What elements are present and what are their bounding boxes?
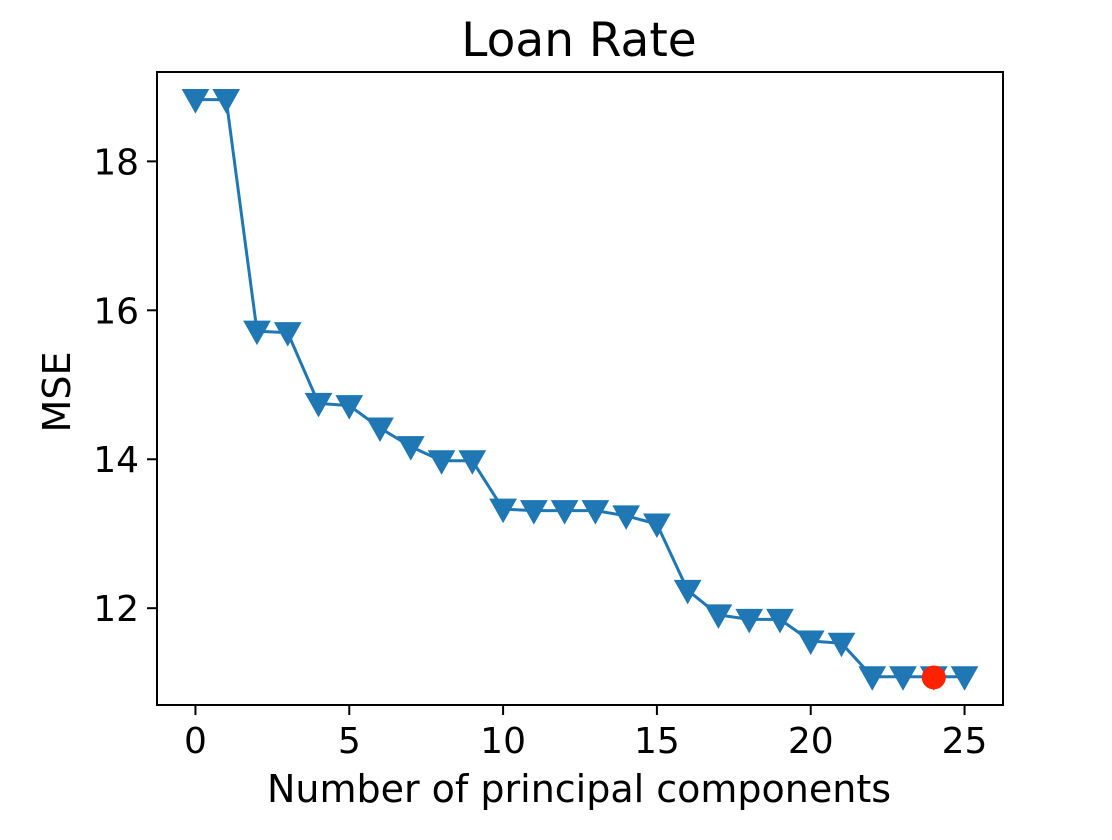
y-axis-ticks: 12 14 16 18 (93, 142, 157, 630)
y-tick-label: 16 (93, 291, 139, 332)
plot-frame (156, 71, 1004, 706)
data-point (181, 89, 210, 114)
data-point (519, 500, 548, 525)
highlight-point (921, 665, 946, 690)
data-point (796, 630, 825, 655)
data-point (427, 450, 456, 475)
series-line (195, 98, 965, 679)
x-tick-label: 15 (634, 721, 680, 762)
data-point (704, 604, 733, 629)
data-point (612, 505, 641, 530)
y-tick-label: 14 (93, 440, 139, 481)
data-point (458, 450, 487, 475)
x-axis-ticks: 0 5 10 15 20 25 (184, 705, 987, 762)
data-point (243, 320, 271, 346)
data-point (581, 500, 610, 525)
y-tick-label: 12 (93, 589, 139, 630)
data-point (858, 666, 887, 691)
data-point (550, 500, 579, 525)
data-point (335, 395, 364, 420)
x-tick-label: 10 (480, 721, 526, 762)
x-tick-label: 20 (788, 721, 834, 762)
data-point (304, 392, 333, 418)
y-axis-label: MSE (35, 352, 79, 433)
data-point (827, 632, 856, 658)
data-point (673, 579, 702, 605)
data-point (766, 608, 794, 634)
x-tick-label: 5 (338, 721, 361, 762)
data-point (366, 417, 394, 442)
x-tick-label: 0 (184, 721, 207, 762)
data-point (735, 608, 764, 634)
data-point (273, 322, 302, 347)
data-point (643, 513, 671, 539)
data-point (889, 666, 917, 691)
data-point (212, 89, 241, 114)
data-point (950, 666, 979, 691)
y-tick-label: 18 (93, 142, 139, 183)
plot-area (181, 89, 979, 691)
data-point (396, 436, 425, 461)
x-axis-label: Number of principal components (267, 767, 891, 811)
x-tick-label: 25 (942, 721, 988, 762)
data-point (489, 498, 517, 524)
chart-title: Loan Rate (461, 13, 696, 68)
